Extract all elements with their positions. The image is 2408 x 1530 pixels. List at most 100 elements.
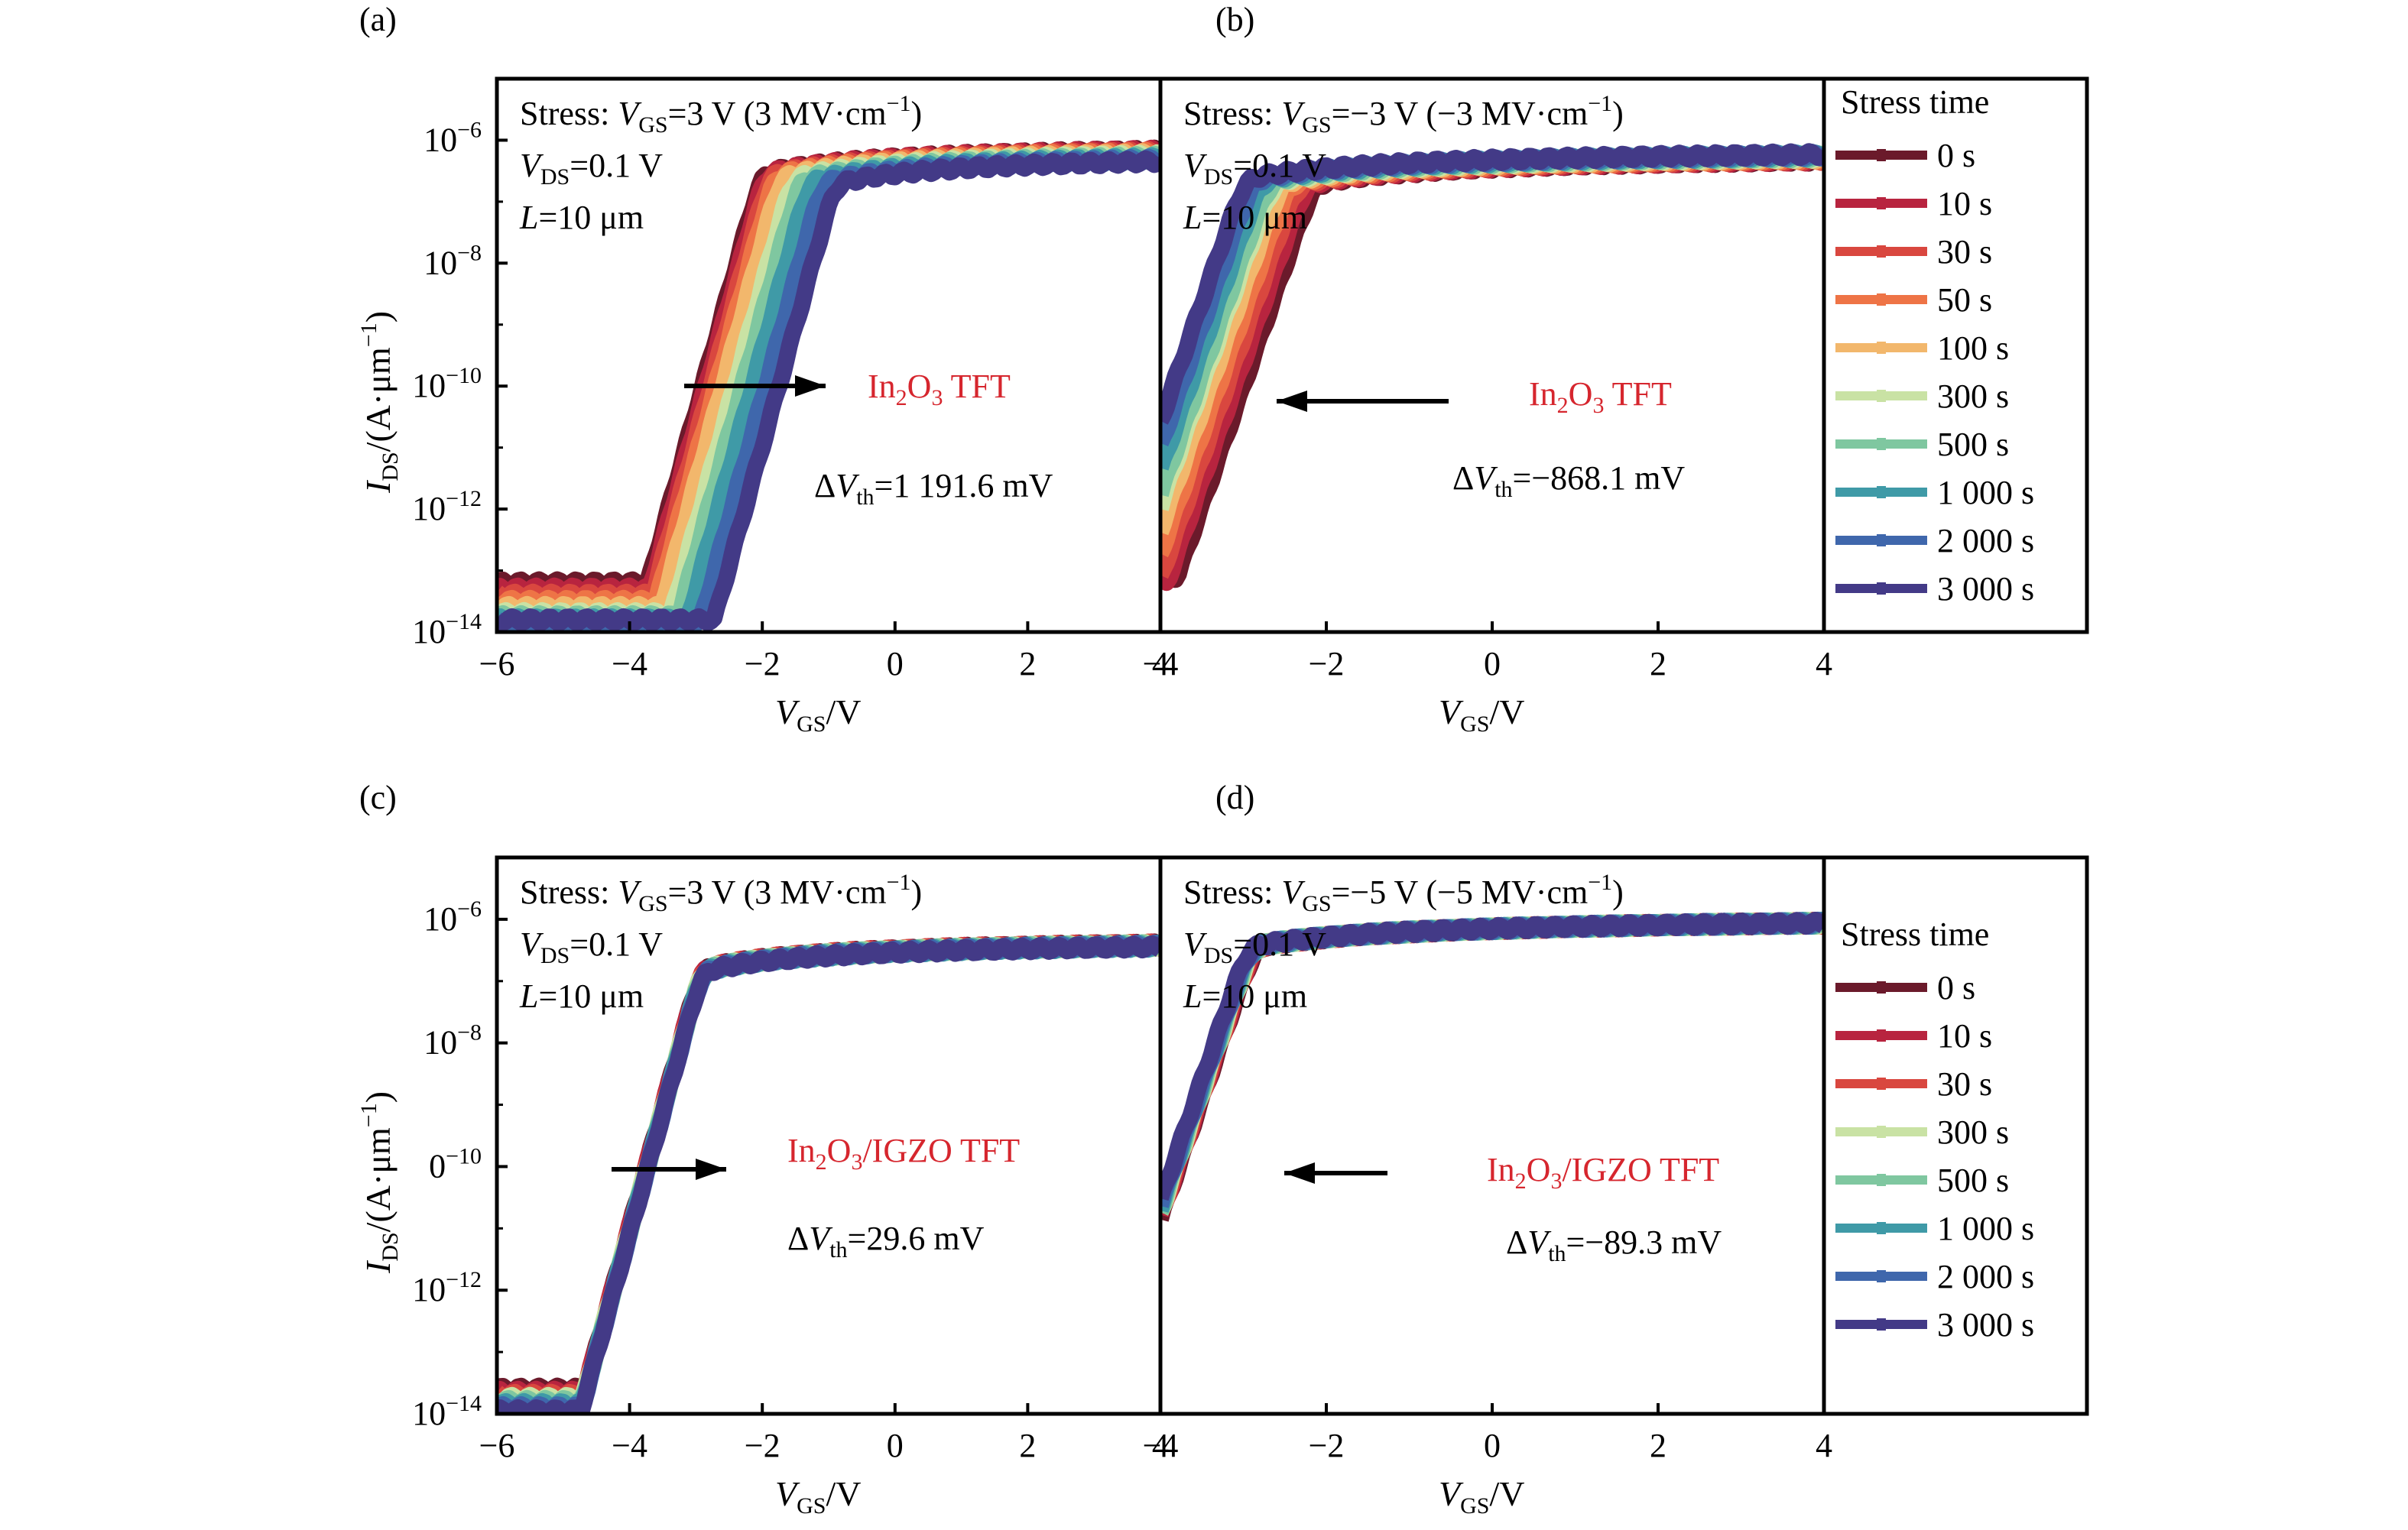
x-axis-label: VGS​/V — [775, 692, 861, 737]
series-group — [1160, 143, 1824, 592]
x-tick-label: 0 — [887, 645, 904, 682]
x-axis-label: VGS​/V — [1439, 692, 1524, 737]
legend-label: 300 s — [1937, 1113, 2009, 1151]
legend-label: 0 s — [1937, 969, 1975, 1006]
device-label: In2O3 TFT — [868, 368, 1011, 410]
x-tick-label: −4 — [1143, 645, 1179, 682]
x-tick-label: −6 — [479, 645, 515, 682]
legend-label: 10 s — [1937, 1017, 1992, 1055]
y-axis-label: IDS​/(A·μm−1​) — [356, 1091, 403, 1274]
legend-marker — [1877, 1270, 1886, 1282]
legend-label: 30 s — [1937, 233, 1992, 271]
series-line-3000s — [497, 150, 1160, 631]
legend-label: 100 s — [1937, 329, 2009, 367]
panel-1: −6 −4 −2 0 2 4 VGS​/V 10−14 10−12 10−10 10−8 10−6 ID… — [356, 1, 1169, 737]
device-label: In2O3 TFT — [1529, 375, 1672, 418]
y-tick-label: 10−6 — [424, 117, 482, 158]
channel-length: L=10 μm — [519, 199, 644, 236]
y-tick-label: 10−14 — [412, 609, 482, 650]
legend-title: Stress time — [1841, 83, 1989, 121]
legend-marker — [1877, 1029, 1886, 1042]
delta-vth-label: ΔVth=29.6 mV — [787, 1220, 985, 1263]
x-tick-label: 4 — [1152, 1427, 1169, 1464]
x-tick-label: −2 — [1309, 645, 1345, 682]
shift-arrow — [684, 375, 826, 397]
x-tick-label: 2 — [1019, 645, 1036, 682]
legend-label: 3 000 s — [1937, 570, 2034, 608]
legend-label: 2 000 s — [1937, 522, 2034, 559]
x-tick-label: 0 — [1484, 1427, 1501, 1464]
legend-label: 0 s — [1937, 137, 1975, 174]
legend-marker — [1877, 390, 1886, 402]
legend-marker — [1877, 1126, 1886, 1138]
legend-label: 500 s — [1937, 1162, 2009, 1199]
legend-label: 500 s — [1937, 426, 2009, 463]
y-tick-label: 10−6 — [424, 896, 482, 938]
x-tick-label: 4 — [1816, 1427, 1832, 1464]
x-tick-label: 2 — [1650, 645, 1666, 682]
legend-title: Stress time — [1841, 916, 1989, 953]
x-tick-label: 0 — [887, 1427, 904, 1464]
shift-arrow — [1284, 1162, 1387, 1184]
x-tick-label: −4 — [1143, 1427, 1179, 1464]
legend-label: 300 s — [1937, 378, 2009, 415]
delta-vth-label: ΔVth=1 191.6 mV — [814, 467, 1053, 510]
legend-marker — [1877, 342, 1886, 354]
x-tick-label: −2 — [745, 645, 780, 682]
series-line-3000s — [1160, 912, 1824, 1201]
legend-label: 3 000 s — [1937, 1306, 2034, 1344]
legend-marker — [1877, 981, 1886, 994]
panel-label: (b) — [1215, 1, 1254, 38]
x-tick-label: −4 — [612, 645, 647, 682]
x-tick-label: 2 — [1650, 1427, 1666, 1464]
legend-frame — [1822, 855, 2089, 1416]
x-axis-label: VGS​/V — [1439, 1474, 1524, 1519]
y-axis-label: IDS​/(A·μm−1​) — [356, 311, 403, 494]
panel-label: (a) — [359, 1, 397, 38]
x-tick-label: 4 — [1152, 645, 1169, 682]
stress-condition: Stress: VGS​=3 V (3 MV·cm−1​) — [520, 870, 922, 916]
legend-marker — [1877, 582, 1886, 595]
y-tick-label: 10−10 — [412, 363, 482, 404]
panel-label: (d) — [1215, 779, 1254, 816]
panel-label: (c) — [359, 779, 397, 816]
series-group — [1160, 911, 1824, 1222]
x-tick-label: 4 — [1152, 1427, 1169, 1464]
x-tick-label: 4 — [1816, 645, 1832, 682]
shift-arrow — [612, 1159, 726, 1180]
y-tick-label: 10−8 — [424, 240, 482, 281]
vds-condition: VDS​=0.1 V — [1183, 147, 1326, 190]
series-group — [497, 933, 1160, 1414]
legend-marker — [1877, 197, 1886, 209]
legend-marker — [1877, 149, 1886, 161]
stress-condition: Stress: VGS​=−3 V (−3 MV·cm−1​) — [1183, 91, 1624, 138]
y-tick-label: 10−12 — [412, 1267, 482, 1308]
channel-length: L=10 μm — [1183, 199, 1307, 236]
x-tick-label: 0 — [1484, 645, 1501, 682]
stress-condition: Stress: VGS​=−5 V (−5 MV·cm−1​) — [1183, 870, 1624, 916]
legend-marker — [1877, 534, 1886, 546]
y-tick-label: 10−14 — [412, 1391, 482, 1432]
delta-vth-label: ΔVth=−868.1 mV — [1452, 459, 1685, 502]
panel-3: −6 −4 −2 0 2 4 VGS​/V 10−14 10−12 0−10 10−8 10−6 IDS… — [356, 779, 1169, 1519]
channel-length: L=10 μm — [1183, 977, 1307, 1015]
vds-condition: VDS​=0.1 V — [520, 925, 663, 968]
legend-label: 1 000 s — [1937, 1210, 2034, 1247]
legend-marker — [1877, 1318, 1886, 1331]
x-tick-label: −4 — [612, 1427, 647, 1464]
legend-marker — [1877, 1078, 1886, 1090]
legend-marker — [1877, 293, 1886, 306]
y-tick-label: 10−8 — [424, 1020, 482, 1062]
legend-label: 2 000 s — [1937, 1258, 2034, 1295]
vds-condition: VDS​=0.1 V — [520, 147, 663, 190]
x-tick-label: −2 — [745, 1427, 780, 1464]
device-label: In2O3/IGZO TFT — [1487, 1151, 1719, 1194]
legend-frame — [1822, 76, 2089, 634]
legend-marker — [1877, 1222, 1886, 1234]
channel-length: L=10 μm — [519, 977, 644, 1015]
legend-marker — [1877, 486, 1886, 498]
series-line-3000s — [497, 935, 1160, 1414]
legend-label: 1 000 s — [1937, 474, 2034, 511]
